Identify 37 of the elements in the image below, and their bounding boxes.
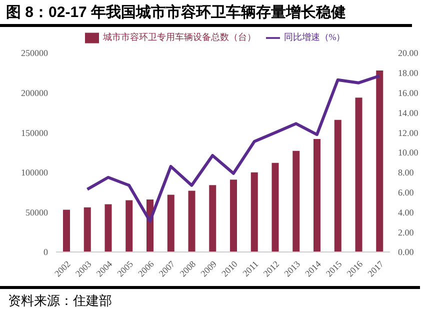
chart-title: 图 8：02-17 年我国城市市容环卫车辆存量增长稳健 [0,0,412,27]
y2-tick-label: 6.00 [398,187,414,198]
y2-tick-label: 2.00 [398,227,414,238]
legend-label: 城市市容环卫专用车辆设备总数（台） [102,32,256,42]
y2-tick-label: 18.00 [398,68,419,78]
legend-label: 同比增速（%） [284,32,346,42]
bar [104,204,112,252]
y2-tick-label: 0.00 [398,247,414,258]
y2-tick-label: 8.00 [398,168,414,178]
y-tick-label: 0 [44,247,48,258]
y-tick-label: 100000 [21,168,48,178]
y-tick-label: 50000 [26,207,48,218]
bar [126,200,133,252]
y2-tick-label: 4.00 [398,207,414,218]
bar [250,172,258,252]
y2-tick-label: 14.00 [398,108,419,118]
y-tick-label: 200000 [21,88,48,98]
bar [292,150,300,252]
bar [209,185,216,252]
y-tick-label: 250000 [21,48,48,58]
bar [63,210,70,252]
y2-tick-label: 16.00 [398,88,419,98]
bar [188,190,196,252]
bar [376,70,384,252]
y2-tick-label: 12.00 [398,128,419,138]
bar [84,207,91,252]
bar [167,194,174,252]
y-tick-label: 150000 [21,128,48,138]
y2-tick-label: 10.00 [398,148,419,158]
bar [355,98,362,252]
bar [272,162,279,252]
bar [314,138,320,252]
bar [230,180,237,252]
y2-tick-label: 20.00 [398,48,419,58]
line-series [86,74,382,223]
bar [334,120,342,252]
text: 资料来源：住建部 [7,292,113,310]
